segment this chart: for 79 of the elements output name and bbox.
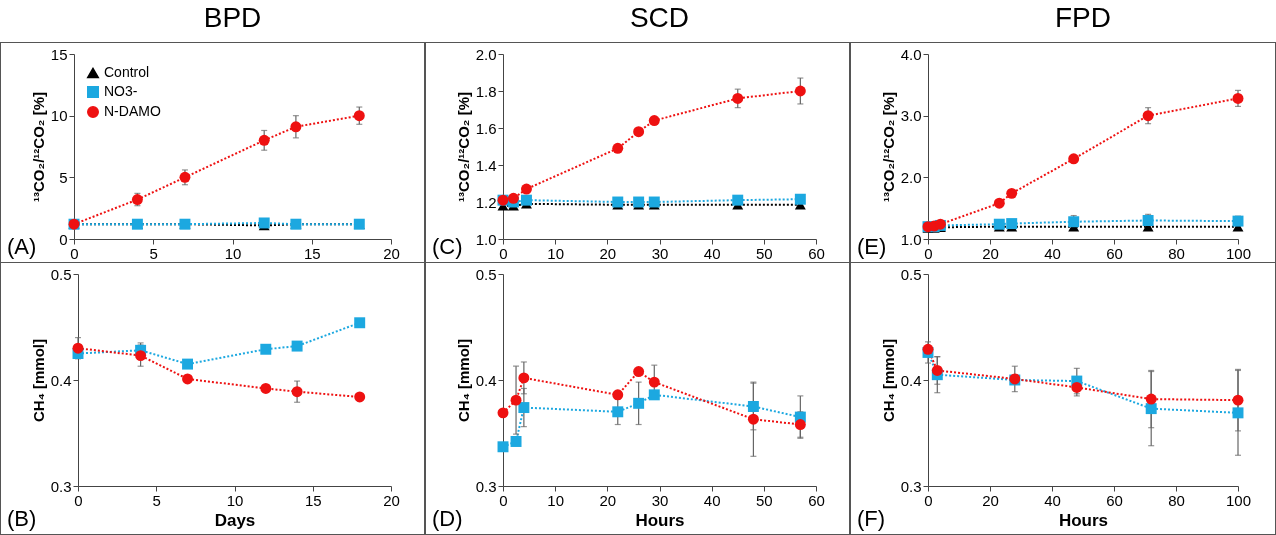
x-tick-label: 15 xyxy=(304,491,322,509)
y-tick-label: 0.4 xyxy=(475,371,497,389)
y-tick-label: 2.0 xyxy=(475,45,497,63)
y-tick-label: 1.4 xyxy=(475,156,497,174)
y-axis-title: ¹³CO₂/¹²CO₂ [%] xyxy=(29,92,47,202)
y-tick-label: 1.6 xyxy=(475,119,497,137)
y-tick-label: 1.0 xyxy=(475,230,497,248)
x-tick-label: 20 xyxy=(383,244,400,262)
x-tick-label: 80 xyxy=(1168,244,1185,262)
x-tick-label: 15 xyxy=(303,244,321,262)
x-tick-label: 40 xyxy=(703,244,721,262)
legend-label: N-DAMO xyxy=(104,103,161,119)
y-tick-label: 3.0 xyxy=(900,107,922,125)
x-tick-label: 100 xyxy=(1225,244,1252,262)
text: (C) xyxy=(432,234,463,260)
y-tick-label: 15 xyxy=(50,45,68,63)
x-tick-label: 20 xyxy=(383,491,400,509)
chart-title: SCD xyxy=(629,2,690,33)
y-tick-label: 2.0 xyxy=(900,168,922,186)
x-tick-label: 40 xyxy=(1044,491,1061,509)
y-axis-title: CH₄ [mmol] xyxy=(454,339,472,422)
text: (D) xyxy=(432,506,463,532)
x-tick-label: 10 xyxy=(226,491,244,509)
x-tick-label: 80 xyxy=(1168,491,1185,509)
x-tick-label: 10 xyxy=(547,491,565,509)
x-tick-label: 10 xyxy=(224,244,242,262)
y-tick-label: 0.4 xyxy=(900,371,922,389)
x-tick-label: 10 xyxy=(547,244,565,262)
y-tick-label: 0.3 xyxy=(50,477,72,495)
x-axis-title: Days xyxy=(214,510,256,530)
y-axis-title: ¹³CO₂/¹²CO₂ [%] xyxy=(454,92,472,202)
y-tick-label: 1.8 xyxy=(475,82,497,100)
x-tick-label: 20 xyxy=(982,244,999,262)
y-tick-label: 10 xyxy=(50,107,68,125)
y-tick-label: 0.5 xyxy=(50,265,72,283)
legend-label: Control xyxy=(104,64,150,80)
text: (E) xyxy=(857,234,887,260)
x-tick-label: 60 xyxy=(808,491,825,509)
text: (B) xyxy=(7,506,37,532)
chart-title: FPD xyxy=(1055,2,1111,33)
y-axis-title: ¹³CO₂/¹²CO₂ [%] xyxy=(879,92,897,202)
x-tick-label: 30 xyxy=(651,244,669,262)
x-tick-label: 0 xyxy=(499,244,508,262)
x-tick-label: 20 xyxy=(599,491,617,509)
x-tick-label: 60 xyxy=(808,244,825,262)
x-tick-label: 40 xyxy=(1044,244,1061,262)
x-tick-label: 50 xyxy=(755,244,773,262)
x-tick-label: 5 xyxy=(149,244,158,262)
x-tick-label: 40 xyxy=(703,491,721,509)
y-axis-title: CH₄ [mmol] xyxy=(879,339,897,422)
y-tick-label: 5 xyxy=(59,168,68,186)
x-tick-label: 0 xyxy=(924,244,933,262)
text: (F) xyxy=(857,506,886,532)
y-tick-label: 1.0 xyxy=(900,230,922,248)
y-tick-label: 0.3 xyxy=(475,477,497,495)
x-tick-label: 60 xyxy=(1106,244,1123,262)
y-tick-label: 0.5 xyxy=(475,265,497,283)
x-tick-label: 0 xyxy=(74,491,83,509)
y-tick-label: 4.0 xyxy=(900,45,922,63)
x-tick-label: 0 xyxy=(924,491,933,509)
x-tick-label: 0 xyxy=(499,491,508,509)
y-tick-label: 0 xyxy=(59,230,68,248)
y-tick-label: 0.5 xyxy=(900,265,922,283)
y-tick-label: 0.4 xyxy=(50,371,72,389)
x-axis-title: Hours xyxy=(635,510,685,530)
x-tick-label: 100 xyxy=(1225,491,1252,509)
chart-title: BPD xyxy=(203,2,262,33)
x-tick-label: 5 xyxy=(152,491,161,509)
y-tick-label: 1.2 xyxy=(475,193,497,211)
y-tick-label: 0.3 xyxy=(900,477,922,495)
x-tick-label: 50 xyxy=(755,491,773,509)
x-tick-label: 20 xyxy=(982,491,999,509)
x-axis-title: Hours xyxy=(1058,510,1109,530)
text: (A) xyxy=(7,234,37,260)
x-tick-label: 20 xyxy=(599,244,617,262)
y-axis-title: CH₄ [mmol] xyxy=(29,339,47,422)
legend-label: NO3- xyxy=(104,83,138,99)
x-tick-label: 60 xyxy=(1106,491,1123,509)
x-tick-label: 30 xyxy=(651,491,669,509)
